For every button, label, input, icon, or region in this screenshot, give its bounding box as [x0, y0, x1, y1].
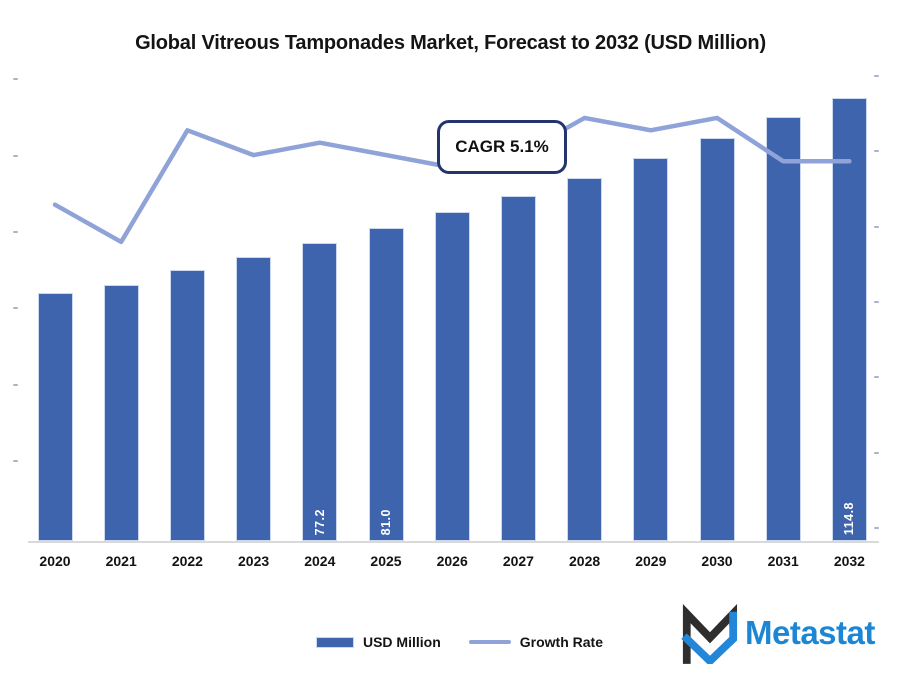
x-axis-label-2025: 2025: [370, 553, 402, 569]
bar-2030: [699, 138, 735, 541]
legend-line-swatch-icon: [468, 640, 511, 644]
y-axis-tick-left-4: [13, 384, 18, 386]
y-axis-tick-left-2: [13, 231, 18, 233]
metastat-logo-icon: [681, 604, 738, 664]
x-axis-label-2021: 2021: [105, 553, 137, 569]
bar-data-label-2025: 81.0: [370, 509, 403, 535]
x-axis-line: [28, 541, 879, 543]
brand-logo: Metastat: [680, 602, 875, 664]
x-axis-label-2024: 2024: [304, 553, 336, 569]
x-axis-label-2029: 2029: [635, 553, 667, 569]
legend: USD Million Growth Rate: [9, 634, 901, 650]
y-axis-tick-right-5: [874, 452, 879, 454]
bar-2032: 114.8: [831, 98, 867, 541]
y-axis-tick-right-4: [874, 376, 879, 378]
y-axis-tick-left-5: [13, 460, 18, 462]
y-axis-tick-left-3: [13, 307, 18, 309]
legend-label-usd-million: USD Million: [362, 634, 441, 650]
y-axis-tick-right-0: [874, 75, 879, 77]
bar-data-label-text: 81.0: [379, 508, 393, 535]
x-axis-label-2031: 2031: [767, 553, 799, 569]
x-axis-label-2022: 2022: [171, 553, 203, 569]
y-axis-tick-left-0: [13, 78, 18, 80]
bar-data-label-text: 114.8: [842, 501, 857, 535]
bar-2021: [103, 285, 139, 541]
legend-bar-swatch-icon: [315, 636, 354, 648]
y-axis-tick-right-3: [874, 301, 879, 303]
x-axis-label-2032: 2032: [833, 553, 865, 569]
bar-2026: [434, 212, 470, 541]
bar-2029: [633, 158, 669, 541]
bar-data-label-2032: 114.8: [833, 502, 866, 535]
bar-data-label-text: 77.2: [312, 508, 327, 535]
cagr-callout: CAGR 5.1%: [437, 120, 567, 174]
y-axis-tick-left-1: [13, 155, 18, 157]
bar-2024: 77.2: [302, 243, 338, 541]
bar-data-label-2024: 77.2: [303, 509, 336, 535]
bar-2023: [236, 257, 272, 541]
y-axis-tick-right-6: [874, 527, 879, 529]
bar-2027: [500, 196, 536, 541]
legend-item-usd-million: USD Million: [315, 634, 441, 650]
y-axis-tick-right-2: [874, 226, 879, 228]
x-axis-label-2028: 2028: [569, 553, 601, 569]
y-axis-tick-right-1: [874, 150, 879, 152]
x-axis-label-2030: 2030: [701, 553, 733, 569]
legend-label-growth-rate: Growth Rate: [519, 634, 603, 650]
chart-title: Global Vitreous Tamponades Market, Forec…: [135, 32, 766, 54]
bar-2031: [765, 117, 801, 541]
x-axis-label-2027: 2027: [502, 553, 534, 569]
x-axis-label-2026: 2026: [436, 553, 468, 569]
bar-2020: [37, 293, 73, 541]
brand-name: Metastat: [745, 614, 875, 651]
bar-2025: 81.0: [368, 228, 404, 541]
bar-2022: [169, 270, 205, 541]
bar-2028: [567, 178, 603, 541]
x-axis-label-2023: 2023: [238, 553, 270, 569]
x-axis-label-2020: 2020: [39, 553, 71, 569]
legend-item-growth-rate: Growth Rate: [468, 634, 603, 650]
